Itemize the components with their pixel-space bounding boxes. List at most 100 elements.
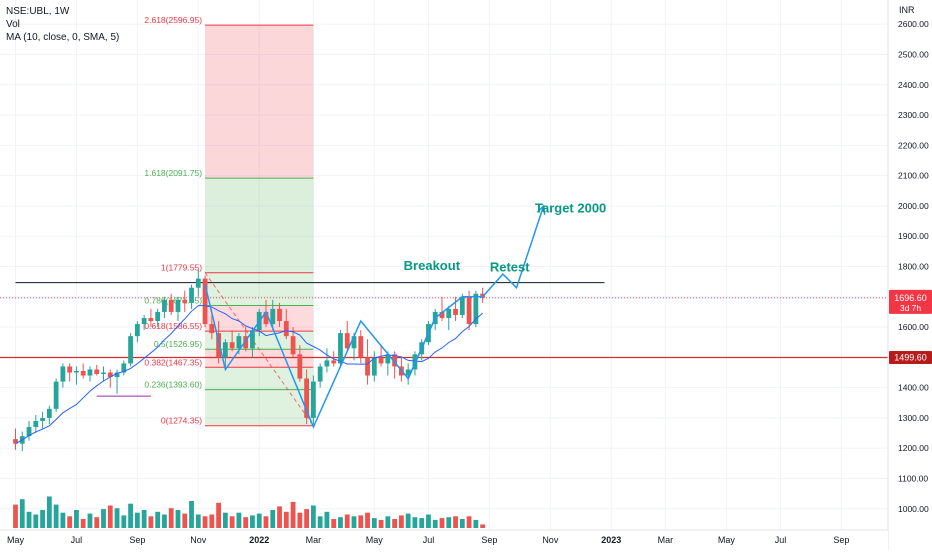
volume-bar (80, 519, 86, 528)
volume-bar (74, 510, 79, 528)
candle-body (344, 333, 350, 349)
candle (229, 330, 235, 352)
candle-body (277, 308, 282, 322)
candle (405, 363, 411, 385)
volume-bar (453, 516, 458, 528)
candle (128, 333, 133, 367)
candle-body (446, 308, 452, 318)
time-tick-label: Jul (423, 535, 435, 545)
volume-bar (19, 499, 25, 528)
fib-level-label: 0.5(1526.95) (154, 339, 202, 349)
candle (446, 305, 452, 331)
volume-bar (195, 514, 201, 528)
candle-body (141, 318, 147, 325)
volume-bar (263, 516, 269, 528)
volume-bar (304, 509, 310, 528)
price-tick-label: 2200.00 (898, 140, 929, 150)
time-tick-label: May (7, 535, 25, 545)
candle (80, 363, 86, 379)
candle-body (94, 369, 100, 375)
candle (283, 308, 289, 340)
candle-body (134, 324, 140, 337)
candle-body (67, 366, 73, 373)
price-tick-label: 2500.00 (898, 50, 929, 60)
volume-bar (480, 524, 486, 528)
candle (141, 314, 147, 331)
volume-bar (155, 511, 161, 528)
candle-body (351, 336, 357, 349)
candle-body (378, 357, 384, 364)
last-price-label: 1696.60 (894, 293, 927, 303)
volume-bar (67, 516, 73, 528)
candle (358, 330, 364, 364)
volume-indicator-label[interactable]: Vol (6, 19, 20, 30)
candle-body (162, 299, 167, 312)
time-tick-label: May (366, 535, 384, 545)
fib-zone (205, 178, 314, 273)
symbol-line[interactable]: NSE:UBL, 1W (6, 6, 70, 17)
candle (40, 411, 45, 429)
candle-body (182, 299, 188, 303)
fib-zone (205, 367, 314, 390)
volume-bar (33, 514, 39, 528)
volume-bar (94, 517, 100, 528)
candle (168, 293, 174, 315)
price-tick-label: 1300.00 (898, 413, 929, 423)
time-tick-label: 2022 (249, 535, 269, 545)
volume-bar (168, 508, 174, 528)
volume-bar (331, 519, 337, 528)
volume-bar (317, 516, 323, 528)
volume-bar (26, 511, 32, 528)
candle-body (358, 336, 364, 358)
level-badge (889, 350, 932, 364)
candle (202, 275, 208, 328)
candle (365, 339, 370, 385)
volume-bar (297, 512, 303, 528)
volume-bar (358, 515, 364, 528)
time-tick-label: Nov (190, 535, 207, 545)
candle (209, 314, 215, 340)
fib-level-label: 1.618(2091.75) (144, 168, 202, 178)
candle-body (222, 342, 228, 358)
volume-bar (412, 517, 418, 528)
candle (459, 293, 465, 318)
candle-body (128, 336, 133, 364)
candle (277, 302, 282, 328)
candle (371, 351, 377, 382)
candle (53, 378, 59, 412)
candle (13, 428, 18, 450)
volume-bar (256, 513, 262, 528)
candle-body (202, 278, 208, 325)
price-tick-label: 2400.00 (898, 80, 929, 90)
volume-bar (338, 517, 343, 528)
candle-body (473, 293, 479, 325)
retest-annotation: Retest (490, 260, 530, 275)
candle (297, 345, 303, 382)
candle-body (338, 333, 343, 364)
volume-bar (53, 504, 59, 528)
price-tick-label: 2600.00 (898, 19, 929, 29)
volume-bar (398, 515, 404, 528)
candle-body (317, 366, 323, 382)
volume-bar (270, 510, 276, 528)
candle (344, 321, 350, 352)
volume-bar (101, 509, 106, 528)
volume-bar (405, 513, 411, 528)
volume-bar (87, 513, 93, 528)
candle-body (155, 311, 161, 322)
volume-bar (243, 517, 249, 528)
fib-trend-line (204, 272, 314, 427)
candle-body (168, 299, 174, 312)
candle (189, 284, 194, 309)
candle (195, 269, 201, 297)
candle-body (250, 330, 255, 349)
price-tick-label: 2000.00 (898, 201, 929, 211)
volume-bar (114, 508, 120, 528)
volume-bar (446, 517, 452, 528)
candle-body (392, 354, 398, 367)
volume-bar (175, 510, 181, 528)
candle-body (290, 336, 296, 355)
ma-indicator-label[interactable]: MA (10, close, 0, SMA, 5) (6, 32, 120, 43)
